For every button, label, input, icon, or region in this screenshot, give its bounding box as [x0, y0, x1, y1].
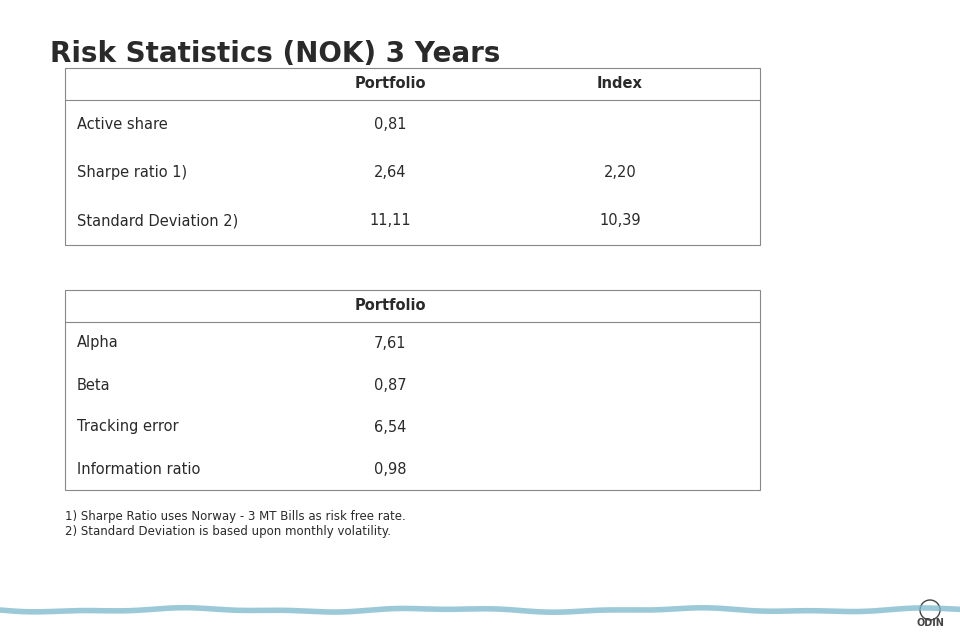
Text: Portfolio: Portfolio — [354, 299, 425, 313]
Text: 0,81: 0,81 — [373, 117, 406, 132]
Text: Sharpe ratio 1): Sharpe ratio 1) — [77, 165, 187, 180]
Text: Alpha: Alpha — [77, 335, 119, 351]
Text: Information ratio: Information ratio — [77, 462, 201, 477]
Text: 6,54: 6,54 — [373, 420, 406, 434]
Text: 10,39: 10,39 — [599, 213, 641, 228]
Text: 0,87: 0,87 — [373, 377, 406, 392]
Text: 2,64: 2,64 — [373, 165, 406, 180]
Text: 1) Sharpe Ratio uses Norway - 3 MT Bills as risk free rate.: 1) Sharpe Ratio uses Norway - 3 MT Bills… — [65, 510, 406, 523]
Text: Index: Index — [597, 77, 643, 91]
Text: 0,98: 0,98 — [373, 462, 406, 477]
Bar — [65, 68, 760, 245]
Text: Portfolio: Portfolio — [354, 77, 425, 91]
Text: Active share: Active share — [77, 117, 168, 132]
Text: Risk Statistics (NOK) 3 Years: Risk Statistics (NOK) 3 Years — [50, 40, 500, 68]
Bar — [65, 290, 760, 490]
Text: Standard Deviation 2): Standard Deviation 2) — [77, 213, 238, 228]
Text: Tracking error: Tracking error — [77, 420, 179, 434]
Text: 7,61: 7,61 — [373, 335, 406, 351]
Text: 2,20: 2,20 — [604, 165, 636, 180]
Text: Beta: Beta — [77, 377, 110, 392]
Text: 2) Standard Deviation is based upon monthly volatility.: 2) Standard Deviation is based upon mont… — [65, 525, 391, 538]
Text: ODIN: ODIN — [916, 618, 944, 628]
Text: 11,11: 11,11 — [370, 213, 411, 228]
